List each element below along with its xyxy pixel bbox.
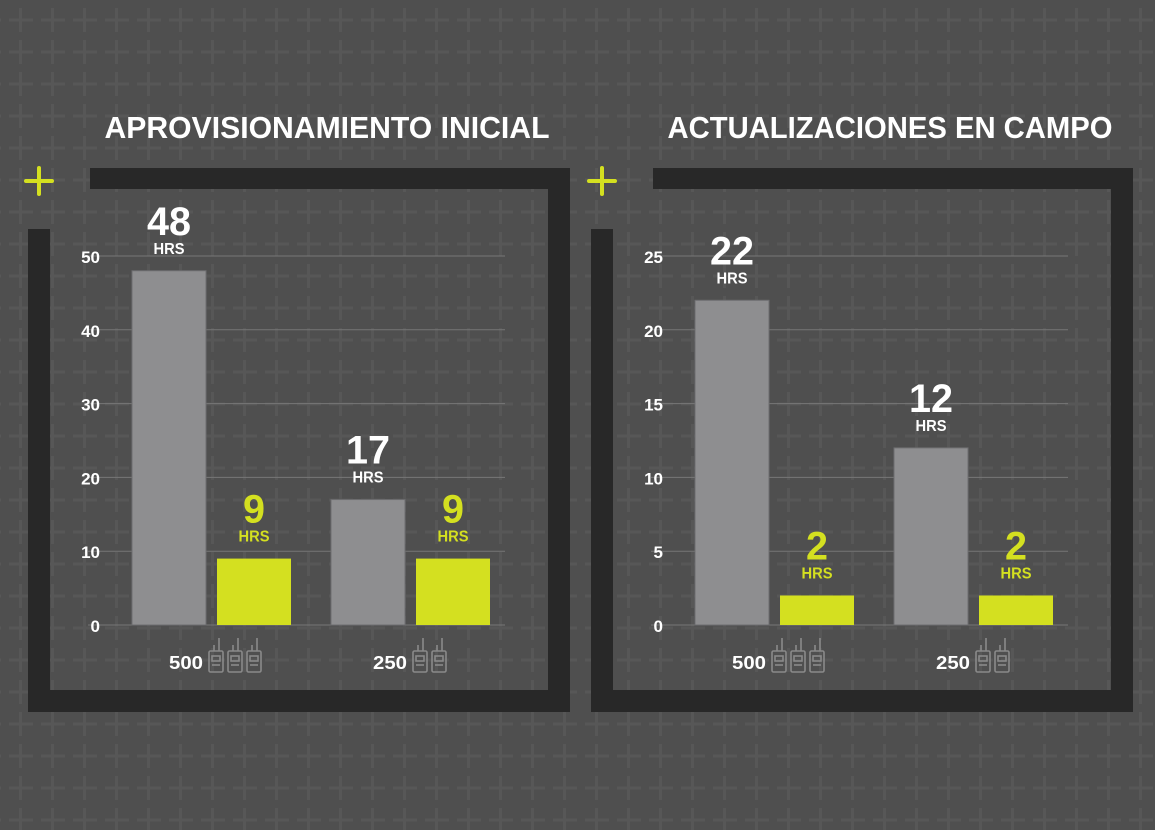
x-category-label: 500: [169, 653, 203, 673]
data-label-unit: HRS: [1001, 565, 1032, 582]
radio-icon-screen: [211, 655, 221, 662]
x-category-label: 250: [373, 653, 407, 673]
radio-icon: [431, 638, 447, 673]
data-label-unit: HRS: [154, 241, 185, 258]
plus-icon-horizontal: [24, 179, 54, 183]
frame-bottom: [591, 690, 1133, 712]
plus-icon: [24, 166, 54, 196]
radio-icon: [246, 638, 262, 673]
radio-icon-body: [412, 650, 428, 673]
data-label-value: 22: [710, 229, 754, 273]
chart-panel: APROVISIONAMIENTO INICIAL0102030405048HR…: [24, 110, 570, 712]
radio-icon-body: [975, 650, 991, 673]
radio-icon: [790, 638, 806, 673]
data-label-unit: HRS: [239, 529, 270, 546]
data-label-value: 12: [909, 377, 953, 421]
y-tick-label: 50: [81, 248, 100, 267]
y-tick-label: 10: [81, 543, 100, 562]
data-label-unit: HRS: [353, 470, 384, 487]
radio-icon-screen: [774, 655, 784, 662]
radio-icon: [412, 638, 428, 673]
radio-icon-body: [431, 650, 447, 673]
radio-icon: [771, 638, 787, 673]
data-label-value: 17: [346, 429, 390, 473]
y-tick-label: 20: [81, 469, 100, 488]
radio-icon: [809, 638, 825, 673]
radio-icon-screen: [415, 655, 425, 662]
bar-gray: [694, 299, 770, 626]
data-label-value: 9: [442, 488, 464, 532]
data-label-unit: HRS: [717, 270, 748, 287]
frame-left: [591, 229, 613, 712]
data-label-value: 2: [1005, 524, 1027, 568]
y-tick-label: 30: [81, 396, 100, 415]
y-tick-label: 20: [644, 322, 663, 341]
y-tick-label: 40: [81, 322, 100, 341]
frame-right: [548, 168, 570, 712]
y-tick-label: 0: [654, 617, 663, 636]
radio-icon-screen: [249, 655, 259, 662]
y-tick-label: 5: [654, 543, 663, 562]
plus-icon: [587, 166, 617, 196]
data-label-unit: HRS: [802, 565, 833, 582]
y-tick-label: 0: [91, 617, 100, 636]
frame-left: [28, 229, 50, 712]
bar-lime: [780, 595, 854, 625]
radio-icon-body: [790, 650, 806, 673]
bar-gray: [893, 447, 969, 626]
bar-lime: [217, 558, 291, 625]
x-category-label: 500: [732, 653, 766, 673]
frame-right: [1111, 168, 1133, 712]
radio-icon: [208, 638, 224, 673]
y-tick-label: 10: [644, 469, 663, 488]
radio-icon-body: [246, 650, 262, 673]
y-tick-label: 15: [644, 396, 663, 415]
radio-icon-body: [208, 650, 224, 673]
bar-lime: [979, 595, 1053, 625]
frame-top: [653, 168, 1133, 189]
radio-icon: [227, 638, 243, 673]
data-label-unit: HRS: [916, 418, 947, 435]
bar-gray: [330, 499, 406, 626]
chart-title: APROVISIONAMIENTO INICIAL: [105, 110, 550, 145]
radio-icon-screen: [434, 655, 444, 662]
radio-icon-body: [771, 650, 787, 673]
radio-icon-body: [994, 650, 1010, 673]
frame-top: [90, 168, 570, 189]
radio-icon-body: [809, 650, 825, 673]
data-label-value: 48: [147, 200, 191, 244]
radio-icon-screen: [230, 655, 240, 662]
bar-gray: [131, 270, 207, 626]
bar-lime: [416, 558, 490, 625]
chart-title: ACTUALIZACIONES EN CAMPO: [668, 110, 1113, 145]
data-label-unit: HRS: [438, 529, 469, 546]
radio-icon-body: [227, 650, 243, 673]
radio-icon: [975, 638, 991, 673]
data-label-value: 2: [806, 524, 828, 568]
data-label-value: 9: [243, 488, 265, 532]
x-category-label: 250: [936, 653, 970, 673]
radio-icon: [994, 638, 1010, 673]
radio-icon-screen: [978, 655, 988, 662]
plus-icon-horizontal: [587, 179, 617, 183]
frame-bottom: [28, 690, 570, 712]
radio-icon-screen: [997, 655, 1007, 662]
radio-icon-screen: [793, 655, 803, 662]
radio-icon-screen: [812, 655, 822, 662]
y-tick-label: 25: [644, 248, 663, 267]
